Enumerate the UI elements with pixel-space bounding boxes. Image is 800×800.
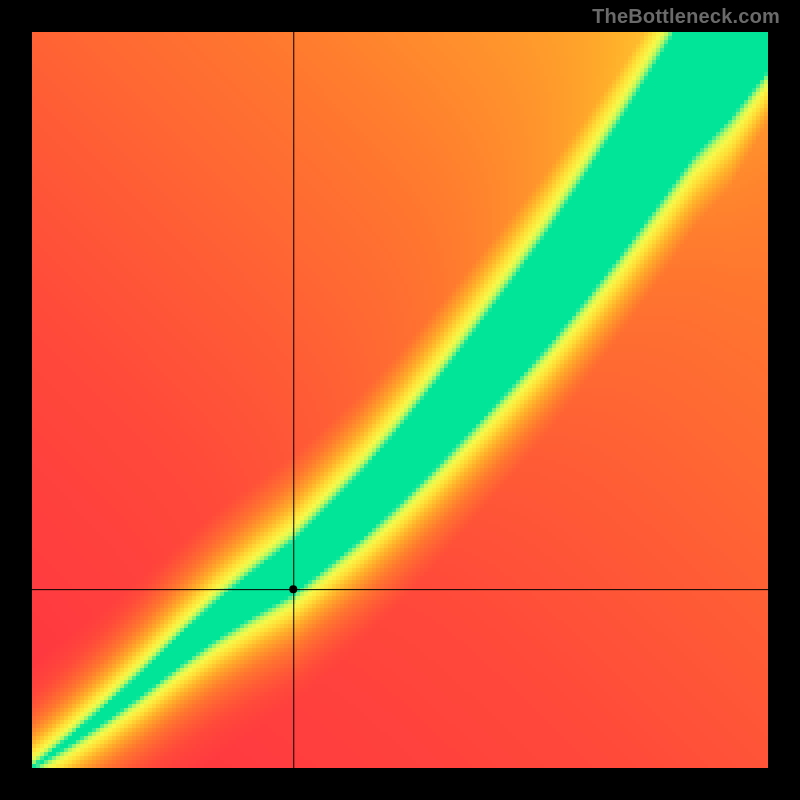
watermark-label: TheBottleneck.com — [592, 6, 780, 29]
bottleneck-heatmap — [0, 0, 800, 800]
